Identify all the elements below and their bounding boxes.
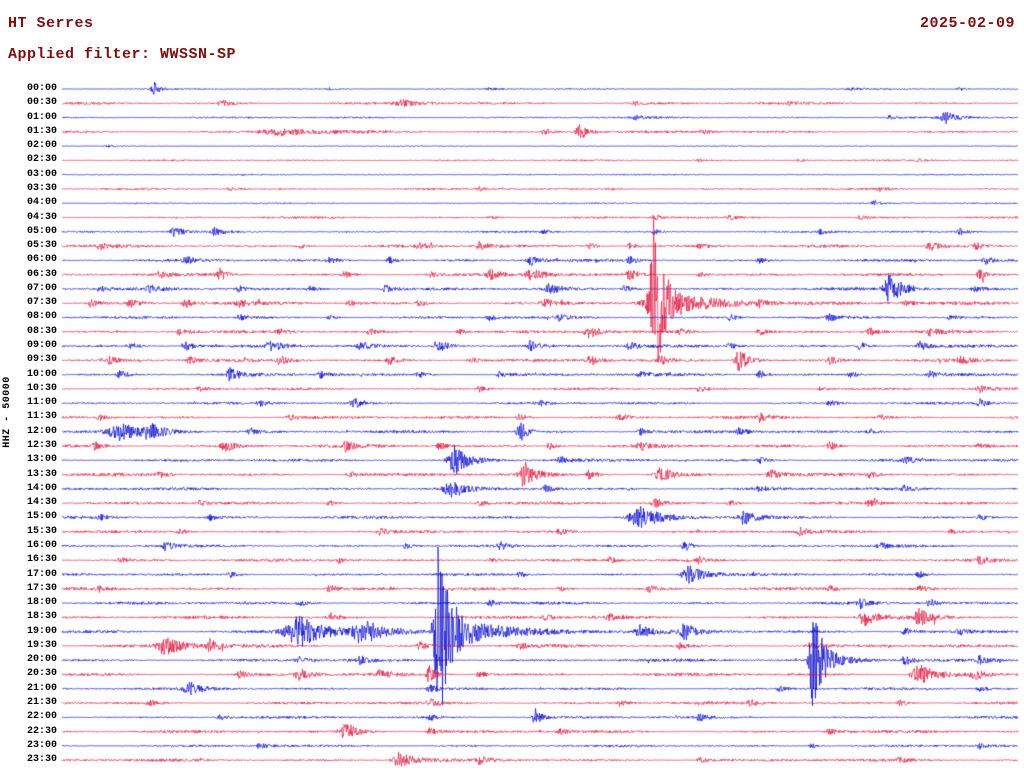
- trace-label: 01:00: [26, 111, 57, 123]
- trace-label: 07:00: [26, 282, 57, 294]
- trace-label: 19:30: [26, 639, 57, 651]
- trace-label: 16:30: [26, 554, 57, 566]
- trace-label: 10:00: [26, 368, 57, 380]
- trace-label: 11:30: [26, 411, 57, 423]
- trace-label: 04:30: [26, 211, 57, 223]
- station-name: HT Serres: [8, 15, 94, 32]
- trace-label: 18:00: [26, 597, 57, 609]
- trace-label: 03:30: [26, 182, 57, 194]
- trace-label: 00:00: [26, 83, 57, 94]
- trace-label: 06:30: [26, 268, 57, 280]
- trace-label: 15:30: [26, 525, 57, 537]
- trace-label: 13:30: [26, 468, 57, 480]
- trace-label: 07:30: [26, 297, 57, 309]
- trace-label: 15:00: [26, 511, 57, 523]
- trace-label: 17:30: [26, 582, 57, 594]
- trace-label: 08:00: [26, 311, 57, 323]
- trace-label: 13:00: [26, 454, 57, 466]
- trace-label: 22:00: [26, 711, 57, 723]
- trace-label: 21:00: [26, 682, 57, 694]
- trace-label: 22:30: [26, 725, 57, 737]
- trace-label: 06:00: [26, 254, 57, 266]
- trace-label: 01:30: [26, 125, 57, 137]
- trace-label: 20:00: [26, 654, 57, 666]
- trace-label: 03:00: [26, 168, 57, 180]
- trace-label: 12:00: [26, 425, 57, 437]
- trace-label: 12:30: [26, 440, 57, 451]
- trace-label: 19:00: [26, 625, 57, 637]
- trace-label: 16:00: [26, 539, 57, 551]
- applied-filter-label: Applied filter: WWSSN-SP: [8, 46, 237, 63]
- trace-label: 11:00: [26, 397, 57, 409]
- trace-label: 04:00: [26, 197, 57, 209]
- trace-label: 14:00: [26, 482, 57, 494]
- trace-label: 21:30: [26, 697, 57, 709]
- trace-label: 00:30: [26, 97, 57, 109]
- trace-label: 05:00: [26, 225, 57, 237]
- record-date: 2025-02-09: [919, 15, 1015, 32]
- trace-label: 20:30: [26, 668, 57, 680]
- trace-label: 18:30: [26, 611, 57, 623]
- trace-label: 23:00: [26, 739, 57, 751]
- trace-label: 02:00: [26, 140, 57, 152]
- trace-label: 23:30: [26, 754, 57, 766]
- trace-label: 10:30: [26, 382, 57, 394]
- trace-label: 09:30: [26, 354, 57, 366]
- trace-label: 05:30: [26, 240, 57, 252]
- trace-label: 08:30: [26, 325, 57, 337]
- trace-label: 14:30: [26, 497, 57, 509]
- trace-label: 02:30: [26, 154, 57, 166]
- trace-label: 09:00: [26, 340, 57, 352]
- trace-labels: 00:00 00:30 01:00 01:30 02:00 02:30 03:00 03:30…: [0, 0, 58, 780]
- trace-label: 17:00: [26, 568, 57, 580]
